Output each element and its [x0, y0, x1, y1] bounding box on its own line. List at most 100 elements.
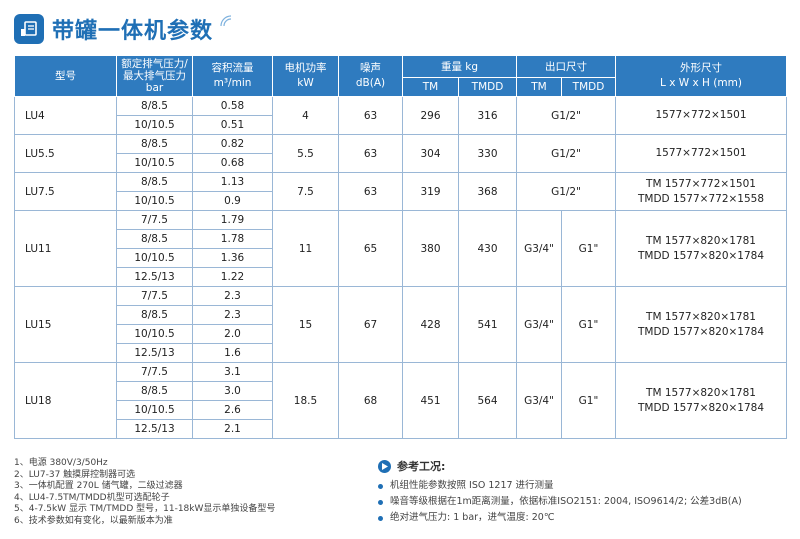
pressure-cell: 7/7.5: [116, 210, 193, 230]
header-weight-tmdd: TMDD: [458, 77, 517, 97]
model-cell: LU4: [14, 96, 117, 135]
noise-cell: 68: [338, 362, 403, 439]
table-row: 8/8.5 2.3: [15, 305, 787, 325]
table-row: 8/8.5 3.0: [15, 381, 787, 401]
weight-tmdd-cell: 330: [458, 134, 517, 173]
outlet-tm-cell: G3/4": [516, 210, 562, 287]
header-dims: 外形尺寸 L x W x H (mm): [615, 55, 787, 97]
table-row: LU7.5 8/8.5 1.13 7.5 63 319 368 G1/2" TM 1577×77…: [14, 172, 787, 211]
reference-title: 参考工况:: [397, 460, 446, 473]
pressure-cell: 8/8.5: [116, 96, 193, 116]
flow-cell: 2.0: [192, 324, 273, 344]
dims-line: TMDD 1577×820×1784: [637, 325, 765, 338]
dims-line: TM 1577×820×1781: [646, 234, 756, 247]
flow-cell: 1.79: [192, 210, 273, 230]
header-weight: 重量 kg: [402, 55, 517, 78]
pressure-cell: 8/8.5: [116, 381, 193, 401]
reference-item: 绝对进气压力: 1 bar，进气温度: 20℃: [378, 510, 742, 526]
pressure-cell: 10/10.5: [116, 115, 193, 135]
dims-cell: 1577×772×1501: [615, 96, 787, 135]
weight-tm-cell: 451: [402, 362, 459, 439]
table-row: 12.5/13 2.1: [15, 419, 787, 439]
dims-cell: TM 1577×820×1781 TMDD 1577×820×1784: [615, 362, 787, 439]
table-row: LU5.5 8/8.5 0.82 5.5 63 304 330 G1/2" 1577×772×1…: [14, 134, 787, 173]
pressure-cell: 12.5/13: [116, 267, 193, 287]
pressure-cell: 7/7.5: [116, 286, 193, 306]
parameter-table: 型号 额定排气压力/ 最大排气压力 bar 容积流量 m³/min 电机功率 k…: [14, 55, 787, 439]
model-cell: LU11: [14, 210, 117, 287]
pressure-cell: 10/10.5: [116, 191, 193, 211]
power-cell: 4: [272, 96, 339, 135]
pressure-cell: 8/8.5: [116, 134, 193, 154]
note-item: 1、电源 380V/3/50Hz: [14, 458, 108, 468]
document-hand-icon: [14, 14, 44, 44]
reference-item: 噪音等级根据在1m距离测量，依据标准ISO2151: 2004, ISO9614…: [378, 494, 742, 510]
dims-line: 1577×772×1501: [655, 147, 747, 159]
weight-tm-cell: 304: [402, 134, 459, 173]
noise-cell: 63: [338, 172, 403, 211]
power-cell: 7.5: [272, 172, 339, 211]
flow-cell: 1.36: [192, 248, 273, 268]
outlet-tm-cell: G3/4": [516, 286, 562, 363]
flow-cell: 2.3: [192, 286, 273, 306]
flow-cell: 2.6: [192, 400, 273, 420]
flow-cell: 3.1: [192, 362, 273, 382]
model-cell: LU7.5: [14, 172, 117, 211]
bullet-icon: [378, 483, 383, 489]
power-cell: 18.5: [272, 362, 339, 439]
dims-line: TMDD 1577×772×1558: [637, 192, 765, 205]
reference-heading: 参考工况:: [378, 458, 742, 474]
noise-cell: 63: [338, 134, 403, 173]
pressure-cell: 10/10.5: [116, 324, 193, 344]
weight-tmdd-cell: 430: [458, 210, 517, 287]
table-row: LU4 8/8.5 0.58 4 63 296 316 G1/2" 1577×772×1501: [14, 96, 787, 135]
table-header-row: 型号 额定排气压力/ 最大排气压力 bar 容积流量 m³/min 电机功率 k…: [14, 55, 787, 97]
flow-cell: 1.78: [192, 229, 273, 249]
dims-line: TMDD 1577×820×1784: [637, 401, 765, 414]
outlet-cell: G1/2": [516, 172, 616, 211]
pressure-cell: 8/8.5: [116, 172, 193, 192]
power-cell: 15: [272, 286, 339, 363]
flow-cell: 0.51: [192, 115, 273, 135]
model-cell: LU5.5: [14, 134, 117, 173]
flow-cell: 0.82: [192, 134, 273, 154]
play-icon: [378, 459, 391, 473]
header-model: 型号: [14, 55, 117, 97]
note-item: 6、技术参数如有变化，以最新版本为准: [14, 515, 173, 526]
note-item: 2、LU7-37 触摸屏控制器可选: [14, 469, 136, 480]
header-outlet-tmdd: TMDD: [561, 77, 616, 97]
table-row: LU15 7/7.5 2.3 15 67 428 541 G3/4" G1" TM 1577×82…: [14, 286, 787, 363]
noise-cell: 67: [338, 286, 403, 363]
signal-icon: [220, 15, 232, 27]
flow-cell: 1.6: [192, 343, 273, 363]
table-body: LU4 8/8.5 0.58 4 63 296 316 G1/2" 1577×772×1501 1…: [14, 96, 787, 439]
reference-conditions: 参考工况: 机组性能参数按照 ISO 1217 进行测量 噪音等级根据在1m距离…: [378, 458, 742, 526]
title-bar: 带罐一体机参数: [14, 12, 233, 46]
header-weight-tm: TM: [402, 77, 459, 97]
bullet-icon: [378, 499, 383, 505]
flow-cell: 1.22: [192, 267, 273, 287]
pressure-cell: 7/7.5: [116, 362, 193, 382]
outlet-tmdd-cell: G1": [561, 286, 616, 363]
dims-cell: TM 1577×820×1781 TMDD 1577×820×1784: [615, 210, 787, 287]
header-outlet-tm: TM: [516, 77, 562, 97]
outlet-cell: G1/2": [516, 96, 616, 135]
table-subheader-row: TM TMDD TM TMDD: [15, 77, 787, 97]
header-outlet: 出口尺寸: [516, 55, 616, 78]
table-row: 12.5/13 1.22: [15, 267, 787, 287]
header-flow: 容积流量 m³/min: [192, 55, 273, 97]
pressure-cell: 10/10.5: [116, 153, 193, 173]
bullet-icon: [378, 515, 383, 521]
dims-cell: TM 1577×772×1501 TMDD 1577×772×1558: [615, 172, 787, 211]
weight-tmdd-cell: 368: [458, 172, 517, 211]
noise-cell: 63: [338, 96, 403, 135]
dims-line: TM 1577×820×1781: [646, 310, 756, 323]
page-title: 带罐一体机参数: [52, 19, 214, 44]
flow-cell: 2.3: [192, 305, 273, 325]
weight-tm-cell: 428: [402, 286, 459, 363]
note-item: 5、4-7.5kW 显示 TM/TMDD 型号，11-18kW显示单独设备型号: [14, 504, 276, 515]
power-cell: 5.5: [272, 134, 339, 173]
dims-cell: 1577×772×1501: [615, 134, 787, 173]
flow-cell: 0.68: [192, 153, 273, 173]
